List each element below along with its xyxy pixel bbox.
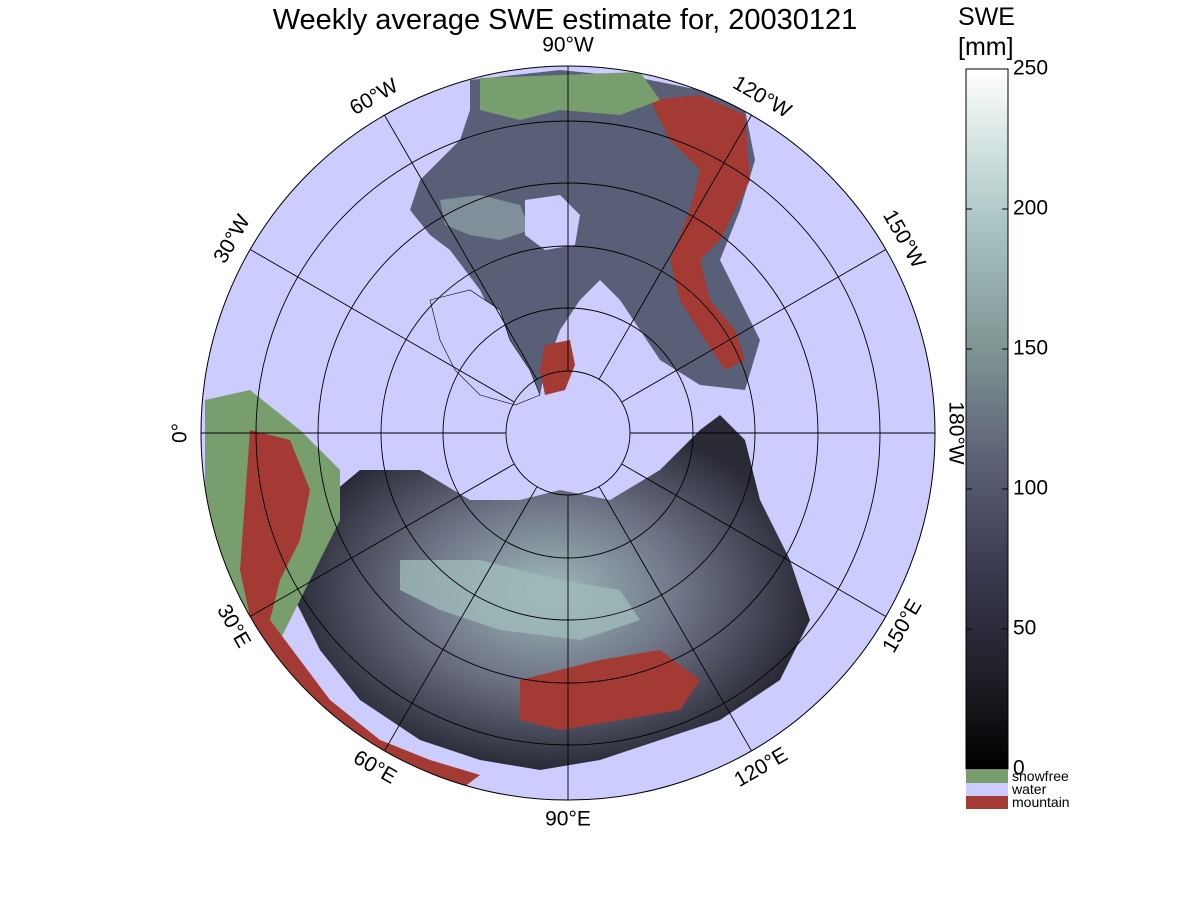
arctic-island-mountain — [540, 340, 575, 395]
legend-label-snowfree: snowfree — [1012, 768, 1069, 784]
colorbar-ticks: 0 50 100 150 200 250 — [966, 57, 1048, 780]
longitude-line — [621, 249, 887, 403]
figure-title: Weekly average SWE estimate for, 2003012… — [272, 4, 858, 36]
greenland-snow — [429, 289, 541, 406]
colorbar-label-line1: SWE — [958, 3, 1015, 31]
longitude-label-90e: 90°E — [545, 808, 591, 831]
hudson-bay — [525, 195, 580, 250]
colorbar-tick-label: 150 — [1013, 337, 1048, 360]
graticule — [201, 66, 935, 800]
colorbar-gradient — [965, 68, 1009, 770]
eurasia-mountains — [520, 650, 700, 730]
longitude-line — [384, 114, 538, 380]
longitude-label-180w: 180°W — [944, 401, 967, 464]
north-america-snowfree — [480, 72, 660, 120]
colorbar-tick-label: 100 — [1013, 477, 1048, 500]
colorbar-label: SWE [mm] — [958, 2, 1015, 62]
colorbar-tick-label: 200 — [1013, 197, 1048, 220]
longitude-label-0: 0° — [169, 423, 192, 443]
legend-label-water: water — [1011, 781, 1047, 797]
legend-label-mountain: mountain — [1012, 794, 1070, 810]
map-border — [200, 65, 936, 801]
longitude-line — [249, 463, 515, 617]
colorbar-tick-label: 250 — [1013, 57, 1048, 80]
legend-swatch-snowfree — [966, 770, 1008, 783]
longitude-line — [384, 486, 538, 752]
longitude-line — [621, 463, 887, 617]
colorbar-tick-label: 50 — [1013, 617, 1036, 640]
colorbar-label-line2: [mm] — [958, 33, 1014, 61]
longitude-line — [598, 486, 752, 752]
longitude-line — [249, 249, 515, 403]
legend-swatch-mountain — [966, 796, 1008, 809]
colorbar-tick-label: 0 — [1013, 757, 1025, 780]
longitude-label-90w: 90°W — [542, 34, 594, 57]
longitude-line — [598, 114, 752, 380]
legend-swatch-water — [966, 783, 1008, 796]
colorbar: 0 50 100 150 200 250 — [965, 57, 1048, 780]
